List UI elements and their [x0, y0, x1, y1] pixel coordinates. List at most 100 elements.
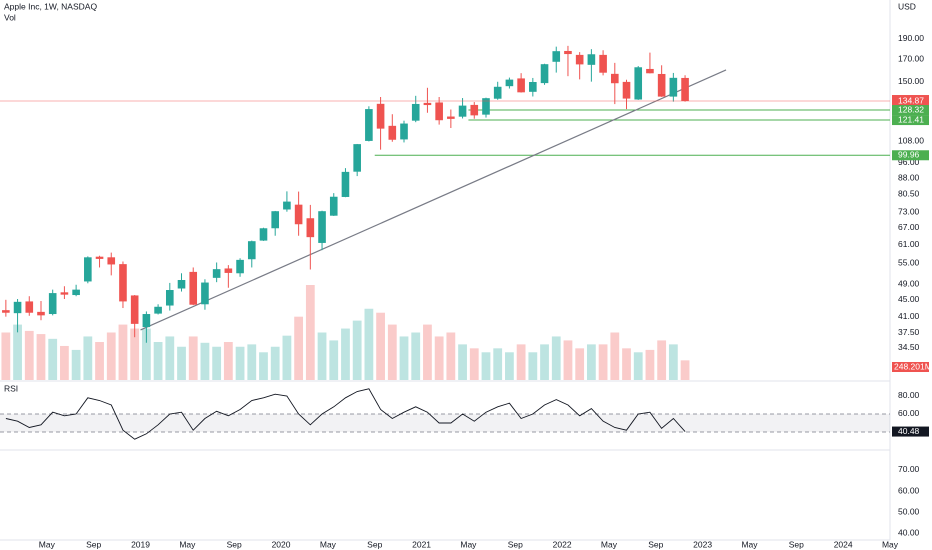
time-tick-label: Sep: [508, 539, 523, 549]
volume-bar: [376, 312, 385, 380]
candle-body: [84, 257, 92, 282]
candle-body: [411, 103, 420, 121]
candle-body: [388, 125, 397, 140]
volume-bar: [446, 332, 456, 380]
candle-body: [224, 268, 233, 273]
volume-bar: [598, 344, 608, 380]
volume-bar: [516, 344, 526, 380]
candle-body: [587, 54, 596, 65]
candle-body: [634, 67, 643, 100]
time-tick-label: May: [39, 539, 56, 549]
price-tick-label: 88.00: [898, 173, 920, 183]
lower-tick-label: 60.00: [898, 485, 920, 495]
volume-label: 248.201M: [894, 361, 932, 371]
volume-bar: [352, 320, 362, 380]
rsi-tick-label: 80.00: [898, 390, 920, 400]
volume-bar: [188, 336, 198, 380]
candle-body: [329, 196, 338, 216]
candle-body: [552, 51, 561, 62]
time-tick-label: 2023: [693, 539, 712, 549]
volume-bar: [493, 348, 503, 380]
volume-bar: [458, 344, 467, 380]
candle-body: [669, 77, 678, 97]
time-tick-label: 2020: [272, 539, 291, 549]
volume-title: Vol: [4, 12, 16, 22]
candle-body: [294, 204, 303, 225]
lower-tick-label: 70.00: [898, 464, 920, 474]
price-tick-label: 96.00: [898, 157, 920, 167]
candle-body: [564, 50, 572, 55]
candle-body: [107, 257, 116, 265]
volume-bar: [48, 338, 58, 380]
candle-body: [646, 68, 654, 74]
level-label-box: [892, 150, 929, 161]
volume-bar: [387, 324, 397, 380]
volume-bar: [668, 344, 678, 380]
lower-tick-label: 50.00: [898, 506, 920, 516]
chart-title: Apple Inc, 1W, NASDAQ: [4, 1, 97, 11]
volume-bar: [341, 328, 350, 380]
volume-bar: [141, 328, 151, 380]
volume-bar: [60, 345, 69, 380]
candle-body: [165, 290, 174, 306]
volume-bar: [399, 336, 409, 380]
price-tick-label: 67.00: [898, 222, 920, 232]
time-tick-label: May: [179, 539, 196, 549]
level-label: 121.41: [898, 114, 924, 124]
volume-bar: [540, 344, 549, 380]
price-tick-label: 170.00: [898, 53, 924, 63]
candle-body: [189, 271, 198, 305]
candle-body: [154, 306, 162, 314]
candle-body: [447, 116, 455, 119]
rsi-title: RSI: [4, 383, 18, 393]
candle-body: [610, 73, 619, 84]
candle-body: [365, 109, 373, 141]
currency: USD: [898, 1, 916, 11]
candle-body: [247, 241, 256, 260]
rsi-tick-label: 60.00: [898, 408, 920, 418]
price-tick-label: 41.00: [898, 311, 920, 321]
price-tick-label: 49.00: [898, 279, 920, 289]
volume-bar: [95, 342, 104, 380]
price-tick-label: 55.00: [898, 258, 920, 268]
volume-bar: [610, 332, 620, 380]
price-tick-label: 190.00: [898, 33, 924, 43]
trendline: [140, 69, 727, 331]
candle-body: [529, 82, 537, 92]
price-tick-label: 61.00: [898, 239, 920, 249]
candle-body: [259, 228, 268, 241]
level-label-box: [892, 115, 929, 126]
candle-body: [95, 256, 104, 259]
time-tick-label: Sep: [86, 539, 101, 549]
price-tick-label: 80.50: [898, 189, 920, 199]
rsi-label: 40.48: [898, 426, 920, 436]
volume-bar: [106, 332, 116, 380]
volume-bar: [270, 346, 280, 380]
candle-body: [48, 293, 57, 315]
volume-bar: [83, 336, 93, 380]
price-tick-label: 108.00: [898, 136, 924, 146]
candle-body: [236, 259, 244, 274]
volume-bar: [633, 352, 643, 380]
candle-body: [505, 79, 514, 87]
volume-bar: [1, 332, 11, 380]
candle-body: [493, 86, 502, 99]
candle-body: [353, 144, 361, 172]
volume-bar: [153, 342, 163, 380]
volume-bar: [305, 285, 315, 380]
volume-bar: [235, 346, 245, 380]
candle-body: [60, 292, 69, 295]
level-label: 128.32: [898, 104, 924, 114]
candle-body: [599, 54, 607, 73]
candle-body: [657, 73, 666, 97]
volume-bar: [200, 342, 210, 380]
volume-bar: [282, 335, 292, 380]
candle-body: [540, 64, 549, 84]
candle-body: [130, 295, 139, 324]
price-tick-label: 45.00: [898, 294, 920, 304]
volume-bar: [247, 344, 257, 380]
volume-bar: [130, 328, 140, 380]
volume-label-box: [892, 362, 929, 372]
